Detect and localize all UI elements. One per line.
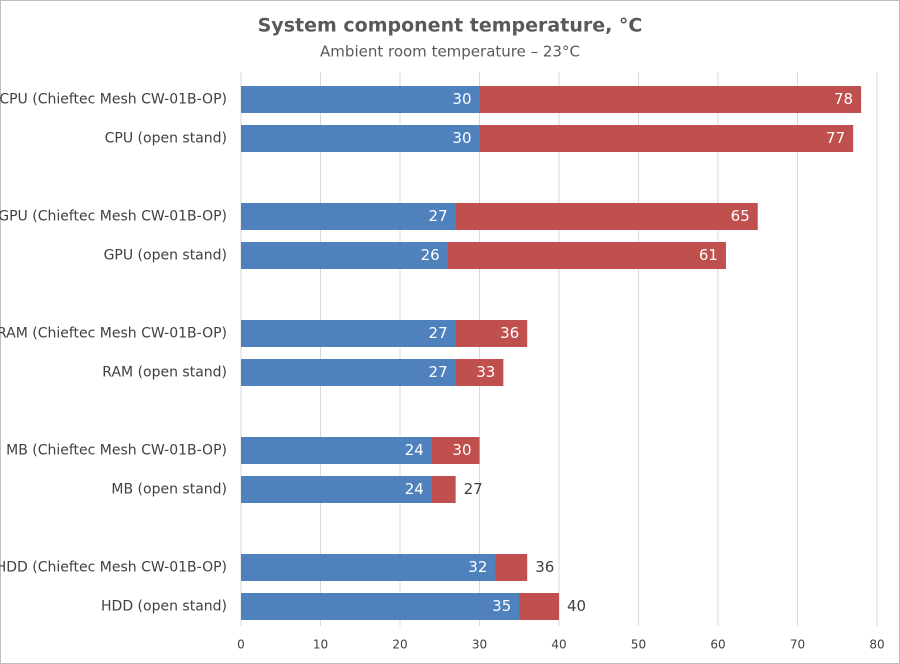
- idle-bar: [241, 359, 456, 386]
- idle-bar: [241, 242, 448, 269]
- idle-bar: [241, 203, 456, 230]
- data-label: 77: [826, 129, 845, 147]
- data-label: 78: [834, 90, 853, 108]
- x-tick-label: 70: [790, 638, 805, 652]
- x-tick-label: 50: [631, 638, 646, 652]
- y-tick-label: CPU (Chieftec Mesh CW-01B-OP): [0, 92, 227, 108]
- data-label: 24: [405, 441, 424, 459]
- idle-bar: [241, 593, 520, 620]
- data-label: 30: [452, 90, 471, 108]
- y-tick-label: CPU (open stand): [105, 131, 227, 147]
- data-label: 40: [567, 597, 586, 615]
- x-tick-label: 0: [237, 638, 245, 652]
- x-tick-label: 40: [551, 638, 566, 652]
- idle-bar: [241, 320, 456, 347]
- chart-title: System component temperature, °C: [258, 15, 643, 37]
- y-tick-label: GPU (Chieftec Mesh CW-01B-OP): [0, 209, 227, 225]
- x-tick-label: 10: [313, 638, 328, 652]
- idle-bar: [241, 554, 496, 581]
- x-tick-label: 60: [710, 638, 725, 652]
- y-tick-label: GPU (open stand): [104, 248, 227, 264]
- y-tick-label: RAM (Chieftec Mesh CW-01B-OP): [0, 326, 227, 342]
- data-label: 30: [452, 129, 471, 147]
- x-tick-label: 80: [869, 638, 884, 652]
- data-label: 24: [405, 480, 424, 498]
- data-label: 27: [464, 480, 483, 498]
- y-tick-label: HDD (open stand): [101, 599, 227, 615]
- data-label: 27: [429, 324, 448, 342]
- x-tick-label: 30: [472, 638, 487, 652]
- data-label: 36: [500, 324, 519, 342]
- y-tick-label: HDD (Chieftec Mesh CW-01B-OP): [0, 560, 227, 576]
- y-tick-label: MB (open stand): [111, 482, 227, 498]
- data-label: 65: [731, 207, 750, 225]
- chart-subtitle: Ambient room temperature – 23°C: [320, 43, 580, 61]
- idle-bar: [241, 125, 480, 152]
- data-label: 26: [421, 246, 440, 264]
- y-tick-label: MB (Chieftec Mesh CW-01B-OP): [6, 443, 227, 459]
- data-label: 27: [429, 207, 448, 225]
- data-label: 32: [468, 558, 487, 576]
- data-label: 33: [476, 363, 495, 381]
- idle-bar: [241, 476, 432, 503]
- data-label: 30: [452, 441, 471, 459]
- x-tick-label: 20: [392, 638, 407, 652]
- idle-bar: [241, 437, 432, 464]
- data-label: 35: [492, 597, 511, 615]
- data-label: 27: [429, 363, 448, 381]
- y-tick-label: RAM (open stand): [102, 365, 227, 381]
- data-label: 61: [699, 246, 718, 264]
- idle-bar: [241, 86, 480, 113]
- data-label: 36: [535, 558, 554, 576]
